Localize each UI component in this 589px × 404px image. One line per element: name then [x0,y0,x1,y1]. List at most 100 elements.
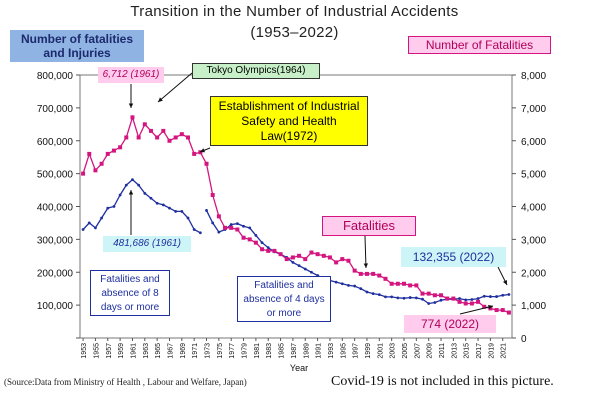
injury-point [149,196,153,200]
fatality-point [278,252,283,257]
x-tick-label: 1953 [81,343,88,359]
x-tick-label: 1999 [365,343,372,359]
injury-point [260,241,264,245]
injury-point [458,297,461,300]
arrow-safety-law-head [200,148,205,153]
fatality-point [266,248,271,253]
injury-point [297,264,301,268]
left-axis-title: Number of fatalities and Injuries [10,30,144,62]
fatality-point [414,283,419,288]
fatality-point [445,296,450,301]
x-tick-label: 1975 [217,343,224,359]
fatality-point [99,161,104,166]
injury-point [334,280,338,284]
fatality-point [420,291,425,296]
annotation-peak-fatalities: 6,712 (1961) [98,67,164,83]
injury-point [137,183,141,187]
fatality-point [457,299,462,304]
injury-point [365,290,369,294]
annotation-fatalities-label: Fatalities [322,216,416,236]
fatality-point [93,168,98,173]
series-line-0 [82,178,201,234]
x-tick-label: 1993 [328,343,335,359]
fatality-point [389,281,394,286]
x-tick-label: 2003 [390,343,397,359]
arrow-peak-fatalities-head [128,103,134,108]
injury-point [118,193,122,197]
injury-point [155,201,159,205]
fatality-point [204,161,209,166]
fatality-point [272,248,277,253]
fatality-point [235,227,240,232]
annotation-olympics: Tokyo Olympics(1964) [192,63,320,79]
right-tick-label: 0 [521,334,527,345]
annotation-safety-law: Establishment of Industrial Safety and H… [210,96,368,146]
x-tick-label: 1967 [167,343,174,359]
injury-point [353,284,357,288]
fatality-point [105,151,110,156]
fatality-point [136,135,141,140]
injury-point [291,260,295,264]
fatality-point [352,268,357,273]
injury-point [359,287,363,291]
injury-point [433,301,437,304]
x-tick-label: 2017 [476,343,483,359]
right-tick-label: 2,000 [521,268,546,279]
fatality-point [439,293,444,298]
covid-note: Covid-19 is not included in this picture… [331,374,554,389]
x-tick-label: 1955 [93,343,100,359]
left-tick-label: 200,000 [37,268,74,279]
injury-point [377,293,381,297]
injury-point [402,296,406,300]
x-tick-label: 1957 [106,343,113,359]
injury-point [168,206,171,210]
fatality-point [247,237,252,242]
injury-point [143,191,147,195]
fatality-point [192,151,197,156]
right-axis-title: Number of Fatalities [408,36,551,54]
injury-point [470,298,474,301]
injury-point [161,203,165,207]
injury-point [384,295,387,299]
source-note: (Source:Data from Ministry of Health , L… [4,377,247,387]
right-tick-label: 4,000 [521,203,546,214]
x-tick-label: 1965 [155,343,162,359]
fatality-point [142,122,147,127]
right-tick-label: 5,000 [521,170,546,181]
fatality-point [463,301,468,306]
injury-point [340,282,344,286]
fatality-point [229,225,234,230]
injury-point [390,295,394,299]
fatality-point [124,135,129,140]
injury-point [87,221,91,225]
injury-point [94,226,97,230]
legend-absence-4-days: Fatalities and absence of 4 days or more [237,276,331,322]
injury-point [192,228,196,231]
injury-point [112,205,116,208]
fatality-point [482,304,487,309]
fatality-point [395,281,400,286]
fatality-point [210,192,215,197]
right-tick-label: 6,000 [521,137,546,148]
fatality-point [494,308,499,313]
injury-point [106,206,110,210]
x-tick-label: 2011 [439,343,446,358]
x-tick-label: 1959 [118,343,125,359]
injury-point [229,223,233,226]
fatality-point [111,148,116,153]
left-tick-label: 300,000 [37,235,74,246]
x-tick-label: 2021 [501,343,508,359]
right-tick-label: 3,000 [521,235,546,246]
injury-point [476,297,480,300]
chart-subtitle: (1953–2022) [250,24,339,41]
fatality-point [469,301,474,306]
fatality-point [118,145,123,150]
injury-point [81,228,85,231]
injury-point [131,178,134,182]
fatality-point [402,281,406,286]
fatality-point [303,257,308,262]
fatality-point [371,271,376,276]
left-tick-label: 500,000 [37,170,74,181]
fatality-point [173,135,178,140]
x-tick-label: 2009 [427,343,434,359]
